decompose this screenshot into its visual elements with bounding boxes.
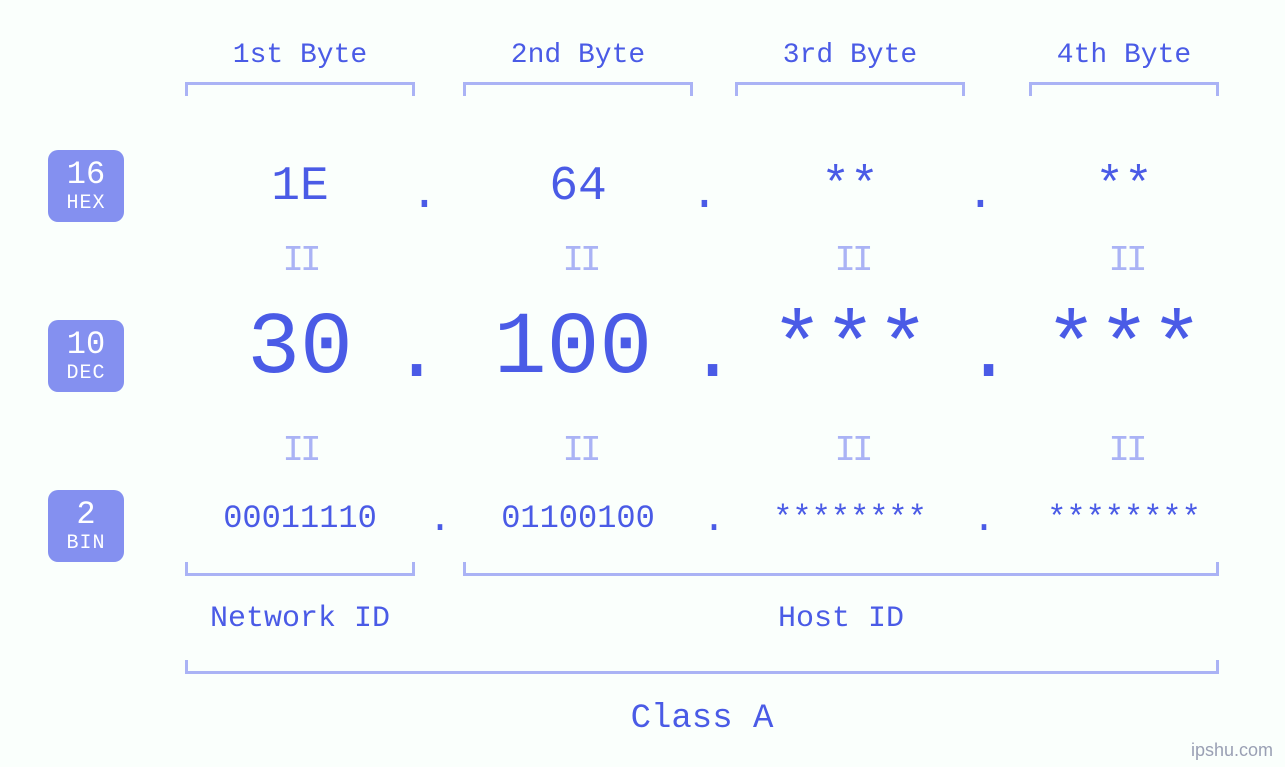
badge-hex: 16 HEX (48, 150, 124, 222)
hex-dot-3: . (966, 168, 995, 222)
byte-label-3: 3rd Byte (720, 40, 980, 71)
bin-dot-2: . (702, 498, 726, 543)
hex-byte-4: ** (994, 160, 1254, 214)
eq-top-2: II (560, 240, 600, 281)
bracket-class (185, 660, 1219, 674)
dec-byte-4: *** (994, 300, 1254, 399)
badge-dec: 10 DEC (48, 320, 124, 392)
hex-dot-1: . (410, 168, 439, 222)
badge-dec-abbr: DEC (66, 363, 105, 385)
eq-bot-3: II (832, 430, 872, 471)
label-network-id: Network ID (170, 602, 430, 636)
bin-byte-1: 00011110 (170, 500, 430, 537)
byte-label-2: 2nd Byte (448, 40, 708, 71)
eq-top-4: II (1106, 240, 1146, 281)
dec-dot-1: . (392, 308, 441, 401)
watermark: ipshu.com (1191, 740, 1273, 761)
hex-byte-3: ** (720, 160, 980, 214)
hex-byte-1: 1E (170, 160, 430, 214)
bin-byte-2: 01100100 (448, 500, 708, 537)
byte-label-4: 4th Byte (994, 40, 1254, 71)
eq-bot-2: II (560, 430, 600, 471)
badge-bin-num: 2 (76, 497, 95, 532)
badge-bin-abbr: BIN (66, 533, 105, 555)
eq-bot-1: II (280, 430, 320, 471)
bin-byte-4: ******** (994, 500, 1254, 537)
dec-dot-3: . (964, 308, 1013, 401)
badge-hex-num: 16 (67, 157, 105, 192)
label-host-id: Host ID (463, 602, 1219, 636)
bracket-network-id (185, 562, 415, 576)
bracket-byte-1 (185, 82, 415, 96)
eq-top-1: II (280, 240, 320, 281)
eq-top-3: II (832, 240, 872, 281)
hex-byte-2: 64 (448, 160, 708, 214)
bracket-byte-2 (463, 82, 693, 96)
dec-byte-3: *** (720, 300, 980, 399)
badge-dec-num: 10 (67, 327, 105, 362)
bracket-byte-3 (735, 82, 965, 96)
label-class: Class A (185, 700, 1219, 738)
dec-byte-2: 100 (428, 300, 718, 399)
bin-dot-1: . (428, 498, 452, 543)
byte-label-1: 1st Byte (170, 40, 430, 71)
badge-bin: 2 BIN (48, 490, 124, 562)
bracket-byte-4 (1029, 82, 1219, 96)
dec-byte-1: 30 (170, 300, 430, 399)
bracket-host-id (463, 562, 1219, 576)
eq-bot-4: II (1106, 430, 1146, 471)
bin-dot-3: . (972, 498, 996, 543)
dec-dot-2: . (688, 308, 737, 401)
bin-byte-3: ******** (720, 500, 980, 537)
badge-hex-abbr: HEX (66, 193, 105, 215)
hex-dot-2: . (690, 168, 719, 222)
